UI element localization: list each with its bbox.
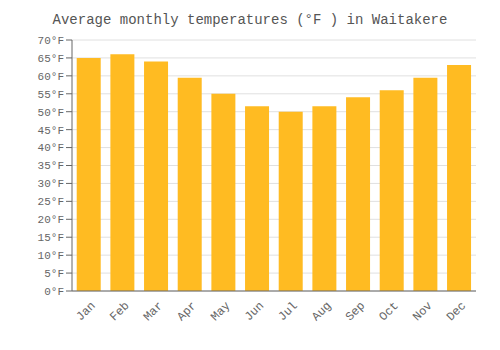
svg-text:Sep: Sep — [343, 299, 368, 324]
svg-text:Mar: Mar — [141, 299, 166, 324]
svg-text:25°F: 25°F — [38, 196, 64, 208]
svg-text:70°F: 70°F — [38, 35, 64, 47]
svg-text:30°F: 30°F — [38, 178, 64, 190]
svg-text:10°F: 10°F — [38, 250, 64, 262]
svg-text:60°F: 60°F — [38, 71, 64, 83]
svg-text:20°F: 20°F — [38, 214, 64, 226]
svg-text:Aug: Aug — [309, 299, 334, 324]
svg-text:Apr: Apr — [175, 299, 200, 324]
svg-text:55°F: 55°F — [38, 89, 64, 101]
svg-text:35°F: 35°F — [38, 160, 64, 172]
svg-text:Feb: Feb — [107, 299, 132, 324]
svg-text:65°F: 65°F — [38, 53, 64, 65]
svg-text:May: May — [208, 299, 233, 324]
svg-text:45°F: 45°F — [38, 125, 64, 137]
svg-text:Oct: Oct — [377, 299, 402, 324]
svg-text:40°F: 40°F — [38, 142, 64, 154]
svg-text:Nov: Nov — [410, 299, 435, 324]
svg-text:50°F: 50°F — [38, 107, 64, 119]
svg-text:Dec: Dec — [444, 299, 469, 324]
svg-text:5°F: 5°F — [44, 268, 64, 280]
svg-text:Jul: Jul — [276, 299, 301, 324]
svg-text:Jan: Jan — [74, 299, 99, 324]
svg-text:Jun: Jun — [242, 299, 267, 324]
svg-text:15°F: 15°F — [38, 232, 64, 244]
svg-text:0°F: 0°F — [44, 286, 64, 298]
html-text:Average monthly temperatures (: Average monthly temperatures (°F ) in Wa… — [52, 12, 448, 28]
